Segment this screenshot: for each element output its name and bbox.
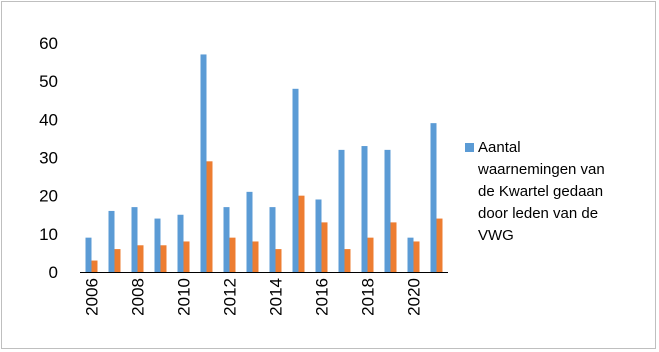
bar-2021-series-1 — [430, 123, 437, 273]
y-tick-label: 10 — [39, 225, 58, 244]
x-tick-label: 2010 — [175, 278, 194, 316]
bar-2007-series-2 — [114, 249, 121, 272]
bar-2008-series-1 — [131, 207, 138, 272]
y-tick-label: 20 — [39, 187, 58, 206]
y-tick-label: 60 — [39, 34, 58, 53]
bar-2009-series-2 — [160, 245, 167, 272]
bar-2012-series-1 — [223, 207, 230, 272]
bar-2020-series-1 — [407, 237, 414, 272]
legend-label-line: door leden van de — [478, 205, 598, 222]
legend-label-line: Aantal — [478, 139, 521, 156]
legend-label-line: VWG — [478, 227, 514, 244]
x-tick-label: 2012 — [221, 278, 240, 316]
x-tick-label: 2006 — [83, 278, 102, 316]
y-tick-label: 40 — [39, 110, 58, 129]
bars — [85, 54, 443, 273]
bar-2013-series-1 — [246, 191, 253, 272]
bar-2015-series-2 — [298, 195, 305, 272]
bar-2019-series-2 — [390, 222, 397, 272]
bar-2019-series-1 — [384, 149, 391, 272]
bar-2014-series-1 — [269, 207, 276, 272]
bar-2013-series-2 — [252, 241, 259, 272]
bar-2010-series-1 — [177, 214, 184, 272]
legend: Aantal waarnemingen van de Kwartel gedaan d… — [465, 139, 605, 244]
bar-2020-series-2 — [413, 241, 420, 272]
bar-2017-series-2 — [344, 249, 351, 272]
x-axis-labels: 2006 2008 2010 2012 2014 2016 2018 2020 — [83, 278, 424, 316]
bar-2011-series-2 — [206, 161, 213, 272]
bar-2006-series-2 — [91, 260, 98, 272]
x-tick-label: 2018 — [359, 278, 378, 316]
legend-label: Aantal waarnemingen van de Kwartel gedaan d… — [477, 139, 605, 244]
x-tick-label: 2020 — [405, 278, 424, 316]
bar-2021-series-2 — [436, 218, 443, 272]
legend-label-line: waarnemingen van — [477, 161, 605, 178]
bar-2006-series-1 — [85, 237, 92, 272]
x-tick-label: 2008 — [129, 278, 148, 316]
y-tick-label: 0 — [49, 263, 58, 282]
bar-2014-series-2 — [275, 249, 282, 272]
y-tick-label: 30 — [39, 149, 58, 168]
bar-2009-series-1 — [154, 218, 161, 272]
bar-2017-series-1 — [338, 149, 345, 272]
y-axis-labels: 0 10 20 30 40 50 60 — [39, 34, 58, 282]
bar-2011-series-1 — [200, 54, 207, 273]
legend-label-line: de Kwartel gedaan — [478, 183, 603, 200]
bar-2007-series-1 — [108, 210, 115, 272]
y-tick-label: 50 — [39, 72, 58, 91]
bar-2018-series-1 — [361, 146, 368, 272]
bar-2015-series-1 — [292, 88, 299, 272]
bar-2012-series-2 — [229, 237, 236, 272]
bar-2016-series-2 — [321, 222, 328, 272]
bar-2010-series-2 — [183, 241, 190, 272]
bar-2008-series-2 — [137, 245, 144, 272]
x-tick-label: 2016 — [313, 278, 332, 316]
bar-2018-series-2 — [367, 237, 374, 272]
legend-swatch — [465, 143, 474, 152]
x-tick-label: 2014 — [267, 278, 286, 316]
bar-2016-series-1 — [315, 199, 322, 272]
